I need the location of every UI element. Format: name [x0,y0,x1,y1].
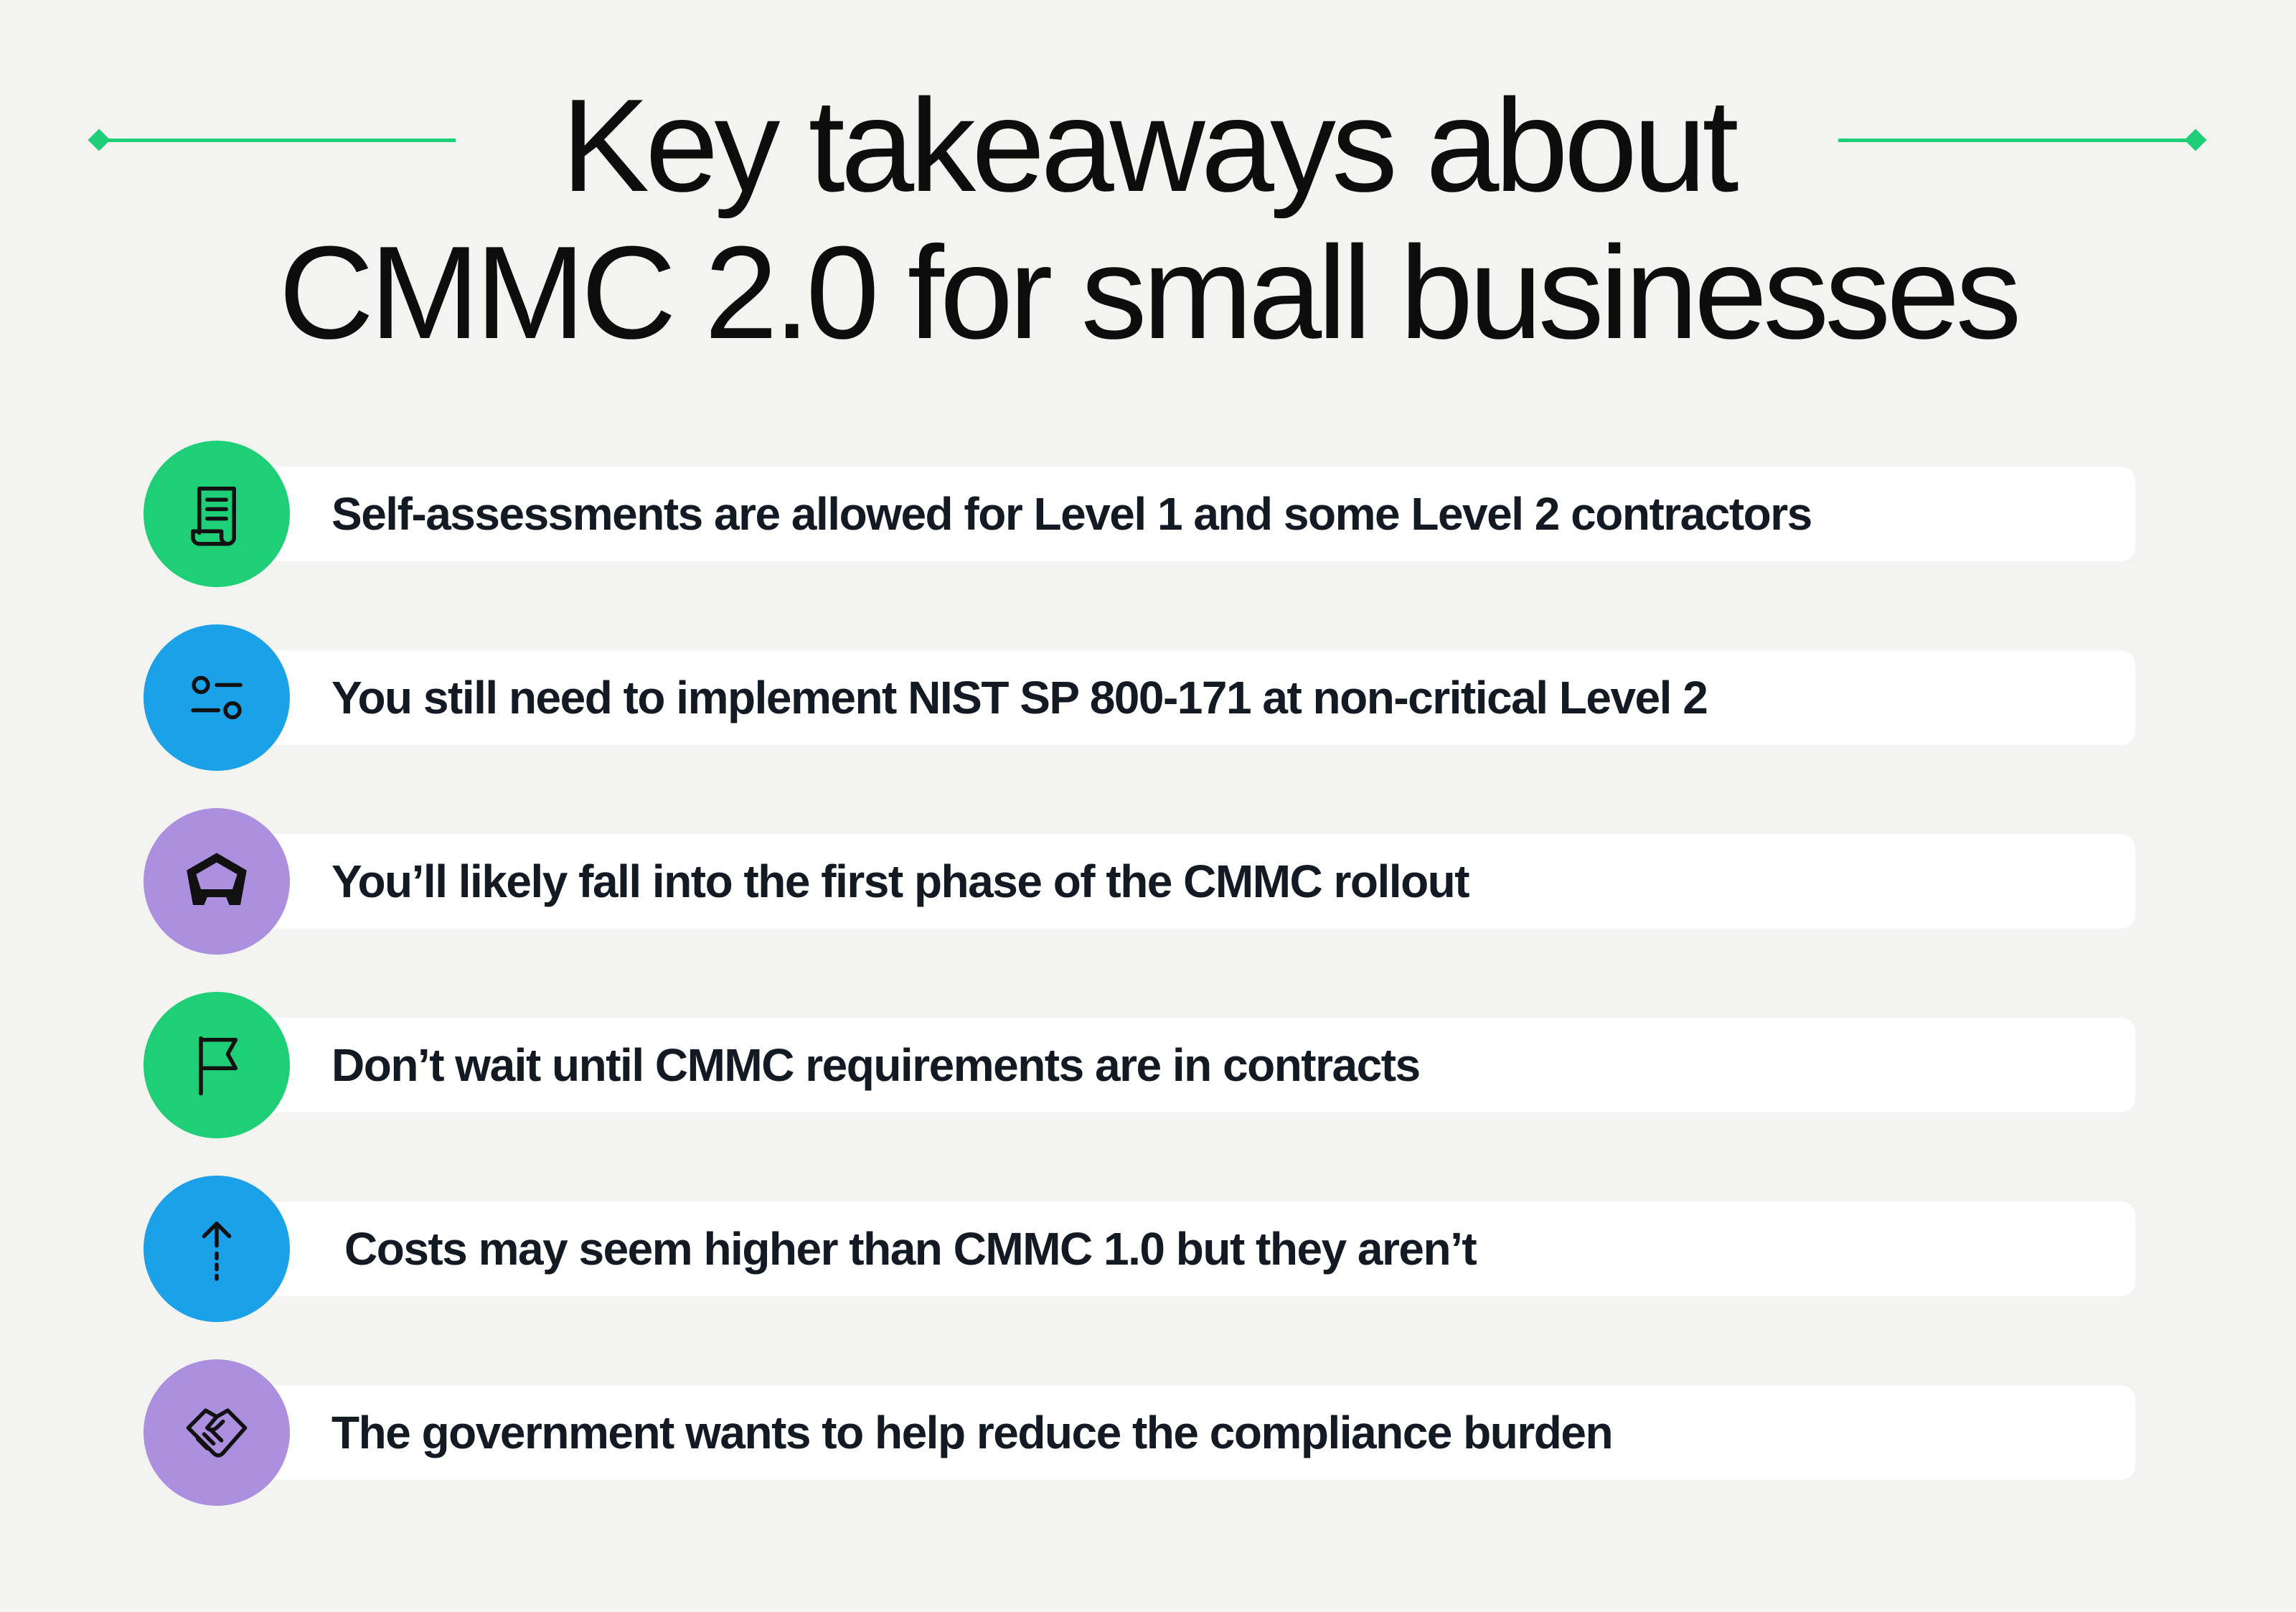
takeaway-item-nist: You still need to implement NIST SP 800-… [144,624,2138,771]
takeaway-bar [237,1385,2135,1480]
takeaway-item-government: The government wants to help reduce the … [144,1359,2138,1506]
takeaway-item-first-phase: You’ll likely fall into the first phase … [144,808,2138,955]
toggle-settings-icon [191,675,243,720]
takeaway-bar [237,467,2135,561]
page-title-line-1: Key takeaways about [561,71,1739,219]
takeaway-text: You still need to implement NIST SP 800-… [331,672,1708,723]
takeaway-text: You’ll likely fall into the first phase … [331,856,1470,907]
takeaway-bar [237,650,2135,745]
takeaway-bar [237,834,2135,929]
arrow-up-icon [202,1222,232,1281]
document-scroll-icon [191,487,236,546]
takeaway-text: Costs may seem higher than CMMC 1.0 but … [344,1223,1477,1275]
takeaway-item-self-assessments: Self-assessments are allowed for Level 1… [144,441,2138,587]
takeaway-item-costs: Costs may seem higher than CMMC 1.0 but … [144,1176,2138,1322]
takeaway-text: The government wants to help reduce the … [331,1407,1614,1458]
page-title-line-2: CMMC 2.0 for small businesses [278,218,2021,366]
takeaway-icon-badge [144,1176,290,1322]
takeaway-icon-badge [144,808,290,955]
takeaway-icon-badge [144,1359,290,1506]
title-rule-left [100,139,456,142]
takeaway-text: Self-assessments are allowed for Level 1… [331,488,1812,540]
takeaway-icon-badge [144,992,290,1138]
takeaway-icon-badge [144,624,290,771]
takeaway-icon-badge [144,441,290,587]
page-title: Key takeaways about CMMC 2.0 for small b… [0,72,2296,366]
title-rule-right [1838,139,2196,142]
takeaway-item-dont-wait: Don’t wait until CMMC requirements are i… [144,992,2138,1138]
takeaway-bar [237,1201,2135,1296]
pentagon-shield-icon [187,853,247,905]
handshake-icon [186,1408,248,1458]
flag-icon [199,1036,238,1096]
takeaway-text: Don’t wait until CMMC requirements are i… [331,1039,1421,1091]
takeaway-bar [237,1018,2135,1112]
